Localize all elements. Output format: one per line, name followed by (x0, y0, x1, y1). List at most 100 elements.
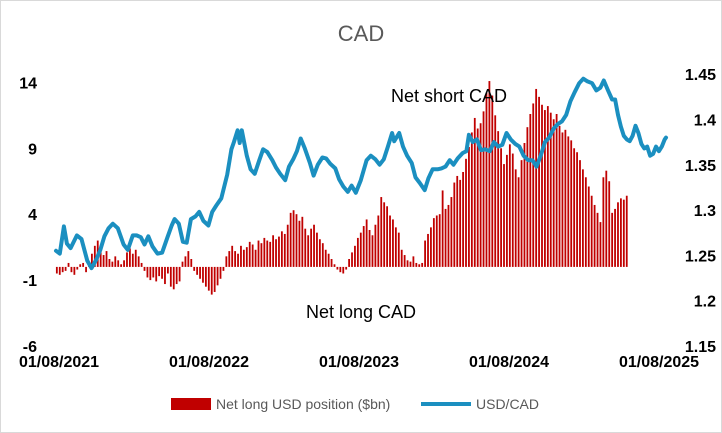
bar (204, 266, 207, 287)
bar (549, 112, 552, 267)
bar-series (55, 81, 628, 295)
bar (476, 128, 479, 267)
bar (544, 110, 546, 267)
bar (389, 215, 391, 267)
bar (342, 266, 345, 274)
bar (552, 119, 555, 267)
legend-bar-label: Net long USD position ($bn) (216, 396, 390, 412)
bar (406, 260, 409, 267)
bar (432, 218, 435, 267)
bar (514, 169, 517, 267)
bar (535, 88, 538, 267)
bar (181, 261, 184, 267)
bar (99, 249, 102, 267)
bar (354, 245, 356, 267)
bar (596, 212, 599, 267)
bar (470, 132, 473, 267)
bar (503, 164, 505, 267)
bar (76, 266, 79, 270)
bar (412, 256, 415, 267)
bar (523, 143, 526, 267)
bar (129, 248, 131, 267)
bar (275, 239, 277, 267)
bar (152, 266, 155, 278)
bar (178, 266, 181, 282)
bar (333, 264, 336, 267)
x-tick-label: 01/08/2023 (319, 354, 399, 371)
bar (456, 175, 459, 267)
bar (348, 259, 350, 267)
bar (85, 266, 87, 273)
bar (237, 253, 239, 267)
bar (359, 232, 362, 267)
bar (590, 195, 593, 267)
bar (149, 266, 152, 281)
bar (584, 177, 587, 267)
bar (441, 190, 444, 267)
legend-line-label: USD/CAD (476, 396, 539, 412)
x-axis: 01/08/2021 01/08/2022 01/08/2023 01/08/2024… (19, 354, 699, 371)
bar (330, 259, 333, 267)
usdcad-line (54, 76, 668, 271)
bar (403, 255, 406, 267)
bar (564, 129, 567, 267)
bar (55, 266, 58, 274)
bar (167, 266, 169, 274)
bar (418, 264, 421, 267)
bar (251, 244, 254, 267)
legend-bar-swatch (171, 398, 211, 410)
bar (158, 266, 161, 277)
bar (137, 256, 140, 267)
bar (345, 266, 348, 270)
bar (298, 220, 301, 267)
bar (508, 144, 511, 267)
bar (190, 259, 193, 267)
bar (102, 255, 105, 267)
bar (520, 160, 523, 267)
bar (614, 208, 616, 267)
bar (304, 228, 307, 267)
bar (272, 235, 275, 267)
bar (245, 247, 248, 267)
bar (108, 259, 111, 267)
bar (424, 240, 426, 267)
bar (324, 249, 327, 267)
bar (356, 237, 359, 267)
bar (561, 132, 564, 267)
bar (164, 266, 166, 285)
bar (140, 262, 143, 267)
right-axis: 1.45 1.4 1.35 1.3 1.25 1.2 1.15 (685, 67, 716, 356)
bar (260, 243, 263, 267)
right-tick-label: 1.2 (694, 294, 716, 311)
bar (289, 212, 292, 267)
bar (351, 252, 353, 267)
bar (278, 236, 280, 267)
bar (155, 266, 158, 282)
bar (383, 202, 386, 267)
bar (318, 239, 321, 267)
bar (462, 172, 464, 267)
bar (468, 146, 470, 267)
annotation-net-short: Net short CAD (391, 86, 507, 106)
bar (120, 264, 123, 267)
x-tick-label: 01/08/2024 (469, 354, 549, 371)
bar (123, 260, 125, 267)
bar (64, 266, 67, 271)
left-tick-label: -6 (23, 339, 37, 356)
bar (91, 253, 93, 267)
x-tick-label: 01/08/2022 (169, 354, 249, 371)
left-tick-label: 4 (28, 207, 37, 224)
bar (263, 237, 266, 267)
bar (570, 140, 573, 267)
bar (73, 266, 76, 275)
bar (494, 115, 497, 267)
bar (222, 266, 225, 271)
bar (617, 202, 619, 267)
bar (491, 95, 494, 267)
bar (79, 264, 82, 267)
bar (184, 256, 187, 267)
bar (313, 224, 315, 267)
bar (248, 241, 251, 267)
